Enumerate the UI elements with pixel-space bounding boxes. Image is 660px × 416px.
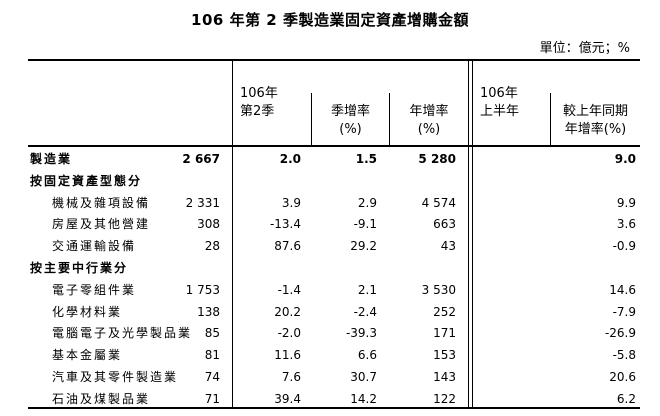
- cell-h1: 252: [433, 304, 456, 319]
- row-label: 交通運輸設備: [52, 239, 137, 254]
- row-label: 電子零組件業: [52, 282, 137, 297]
- header-h1-yoy-line1: 較上年同期: [562, 104, 628, 119]
- cell-h1yoy: -7.9: [612, 304, 636, 319]
- header-q2-line1: 106年: [240, 86, 278, 101]
- column-divider: [472, 59, 473, 409]
- row-label: 房屋及其他營建: [52, 217, 151, 232]
- cell-qoq: 87.6: [274, 239, 301, 254]
- cell-yoy: 2.9: [357, 195, 377, 210]
- header-qoq-line1: 季增率: [330, 104, 370, 119]
- row-label: 電腦電子及光學製品業: [52, 326, 193, 341]
- header-yoy-line1: 年增率: [409, 104, 449, 119]
- header-h1-line1: 106年: [480, 86, 518, 101]
- row-label: 機械及雜項設備: [52, 195, 151, 210]
- row-label: 汽車及其零件製造業: [52, 370, 179, 384]
- cell-q2: 2 331: [185, 195, 220, 210]
- cell-h1yoy: 9.9: [616, 195, 636, 210]
- cell-qoq: -13.4: [269, 217, 301, 232]
- cell-h1: 3 530: [421, 282, 456, 297]
- cell-q2: 308: [197, 217, 220, 232]
- row-label: 按主要中行業分: [30, 261, 129, 275]
- table-top-rule: [28, 59, 640, 61]
- column-divider: [232, 59, 233, 409]
- cell-q2: 71: [204, 391, 220, 406]
- cell-yoy: 14.2: [350, 391, 377, 406]
- cell-qoq: 7.6: [281, 370, 301, 384]
- cell-h1: 171: [433, 326, 456, 341]
- header-h1-yoy: 較上年同期 年增率(%): [551, 103, 640, 139]
- cell-qoq: 39.4: [274, 391, 301, 406]
- cell-h1yoy: 9.0: [614, 152, 636, 166]
- cell-qoq: -2.0: [277, 326, 301, 341]
- header-qoq: 季增率 (%): [312, 103, 389, 139]
- header-h1: 106年 上半年: [480, 85, 546, 121]
- cell-yoy: -9.1: [353, 217, 377, 232]
- header-yoy: 年增率 (%): [390, 103, 468, 139]
- cell-h1: 663: [433, 217, 456, 232]
- table-bottom-rule: [28, 407, 640, 409]
- cell-h1yoy: 3.6: [616, 217, 636, 232]
- row-label: 石油及煤製品業: [52, 391, 151, 406]
- cell-h1: 153: [433, 348, 456, 363]
- unit-note: 單位：億元；%: [539, 41, 630, 56]
- cell-yoy: -39.3: [345, 326, 377, 341]
- cell-yoy: 6.6: [357, 348, 377, 363]
- header-q2: 106年 第2季: [240, 85, 300, 121]
- page-title: 106 年第 2 季製造業固定資產增購金額: [191, 11, 469, 29]
- cell-h1yoy: 14.6: [609, 282, 636, 297]
- column-divider: [468, 59, 469, 409]
- cell-h1yoy: -0.9: [612, 239, 636, 254]
- cell-q2: 81: [204, 348, 220, 363]
- cell-h1yoy: -26.9: [604, 326, 636, 341]
- header-bottom-rule: [28, 145, 640, 147]
- cell-h1yoy: -5.8: [612, 348, 636, 363]
- cell-q2: 85: [204, 326, 220, 341]
- cell-h1: 5 280: [418, 152, 456, 166]
- cell-yoy: 1.5: [355, 152, 377, 166]
- cell-yoy: 2.1: [357, 282, 377, 297]
- header-h1-yoy-line2: 年增率(%): [564, 122, 627, 137]
- cell-h1yoy: 20.6: [609, 370, 636, 384]
- row-label: 化學材料業: [52, 304, 123, 319]
- cell-h1yoy: 6.2: [616, 391, 636, 406]
- column-divider: [389, 93, 390, 147]
- cell-qoq: 3.9: [281, 195, 301, 210]
- cell-q2: 28: [204, 239, 220, 254]
- cell-h1: 122: [433, 391, 456, 406]
- cell-qoq: 20.2: [274, 304, 301, 319]
- header-qoq-line2: (%): [339, 122, 362, 137]
- cell-h1: 143: [433, 370, 456, 384]
- data-table: 106年 第2季 季增率 (%) 年增率 (%) 106年 上半年 較上年同期 …: [28, 59, 640, 409]
- row-label: 基本金屬業: [52, 348, 123, 363]
- row-label: 按固定資產型態分: [30, 173, 143, 188]
- cell-yoy: -2.4: [353, 304, 377, 319]
- cell-qoq: 11.6: [274, 348, 301, 363]
- cell-h1: 4 574: [421, 195, 456, 210]
- cell-q2: 1 753: [185, 282, 220, 297]
- cell-h1: 43: [440, 239, 456, 254]
- column-divider: [311, 93, 312, 147]
- header-yoy-line2: (%): [417, 122, 441, 137]
- row-label: 製造業: [30, 152, 73, 166]
- cell-qoq: 2.0: [279, 152, 301, 166]
- header-q2-line2: 第2季: [240, 104, 275, 119]
- cell-qoq: -1.4: [277, 282, 301, 297]
- cell-q2: 138: [197, 304, 220, 319]
- column-divider: [550, 93, 551, 147]
- cell-yoy: 30.7: [350, 370, 377, 384]
- cell-q2: 74: [204, 370, 220, 384]
- header-h1-line2: 上半年: [480, 104, 520, 119]
- cell-q2: 2 667: [182, 152, 220, 166]
- cell-yoy: 29.2: [350, 239, 377, 254]
